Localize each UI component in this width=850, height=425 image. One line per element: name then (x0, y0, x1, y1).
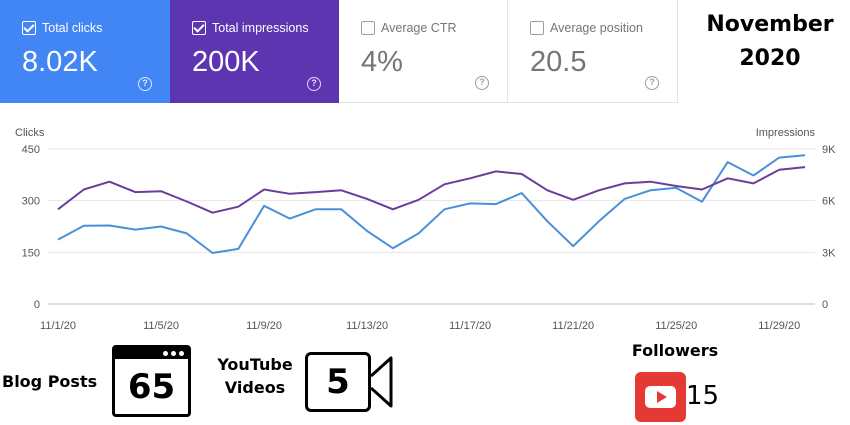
card-value: 4% (361, 46, 403, 78)
x-tick-label: 11/13/20 (346, 320, 388, 332)
help-icon[interactable]: ? (307, 77, 321, 91)
browser-dot-icon (163, 351, 168, 356)
checkbox-unchecked-icon[interactable] (530, 21, 544, 35)
camera-body: 5 (305, 352, 371, 412)
month-name: November (706, 12, 834, 37)
left-tick-label: 0 (34, 299, 40, 311)
play-icon (657, 391, 667, 403)
card-total-impressions[interactable]: Total impressions 200K ? (170, 0, 339, 103)
video-camera-icon: 5 (305, 352, 395, 412)
youtube-play-frame (645, 386, 676, 408)
youtube-videos-count: 5 (326, 362, 350, 402)
clicks-series-line (57, 154, 806, 254)
right-tick-label: 6K (822, 196, 836, 208)
card-header: Average CTR (361, 21, 457, 35)
card-label: Average position (550, 21, 643, 35)
checkbox-checked-icon[interactable] (22, 21, 36, 35)
help-icon[interactable]: ? (138, 77, 152, 91)
help-icon[interactable]: ? (645, 76, 659, 90)
card-header: Total clicks (22, 21, 102, 35)
x-tick-label: 11/1/20 (40, 320, 76, 332)
right-tick-label: 0 (822, 299, 828, 311)
youtube-videos-label: YouTube Videos (214, 353, 296, 399)
month-title: November 2020 (690, 8, 850, 76)
right-tick-label: 3K (822, 247, 836, 259)
card-total-clicks[interactable]: Total clicks 8.02K ? (0, 0, 170, 103)
card-value: 200K (192, 46, 260, 78)
card-average-position[interactable]: Average position 20.5 ? (508, 0, 678, 103)
left-tick-label: 450 (22, 144, 40, 156)
card-label: Total clicks (42, 21, 103, 35)
card-label: Average CTR (381, 21, 457, 35)
month-year: 2020 (739, 46, 801, 71)
card-header: Average position (530, 21, 643, 35)
checkbox-unchecked-icon[interactable] (361, 21, 375, 35)
x-tick-label: 11/5/20 (143, 320, 179, 332)
card-header: Total impressions (192, 21, 309, 35)
card-value: 8.02K (22, 46, 98, 78)
x-tick-label: 11/9/20 (246, 320, 282, 332)
left-tick-label: 150 (22, 247, 40, 259)
browser-dot-icon (179, 351, 184, 356)
left-tick-label: 300 (22, 196, 40, 208)
left-axis-title: Clicks (15, 127, 45, 139)
followers-count: 15 (686, 381, 720, 411)
browser-titlebar (115, 348, 188, 359)
blog-posts-count: 65 (127, 367, 176, 407)
youtube-label-line: YouTube (217, 355, 293, 374)
blog-posts-label: Blog Posts (2, 372, 98, 391)
youtube-logo-icon (635, 372, 686, 422)
x-tick-label: 11/25/20 (655, 320, 697, 332)
impressions-series-line (57, 166, 806, 214)
blog-browser-icon: 65 (112, 345, 191, 417)
youtube-label-line: Videos (224, 378, 286, 397)
card-average-ctr[interactable]: Average CTR 4% ? (339, 0, 508, 103)
checkbox-checked-icon[interactable] (192, 21, 206, 35)
x-tick-label: 11/17/20 (449, 320, 491, 332)
x-tick-label: 11/21/20 (552, 320, 594, 332)
camera-lens-icon (369, 356, 393, 408)
followers-label: Followers (631, 341, 719, 360)
card-value: 20.5 (530, 46, 587, 78)
card-label: Total impressions (212, 21, 309, 35)
performance-line-chart: Clicks Impressions 0 150 300 450 0 3K 6K 9K 11/1/2… (15, 127, 836, 332)
x-tick-label: 11/29/20 (758, 320, 800, 332)
browser-dot-icon (171, 351, 176, 356)
right-tick-label: 9K (822, 144, 836, 156)
right-axis-title: Impressions (756, 127, 816, 139)
help-icon[interactable]: ? (475, 76, 489, 90)
